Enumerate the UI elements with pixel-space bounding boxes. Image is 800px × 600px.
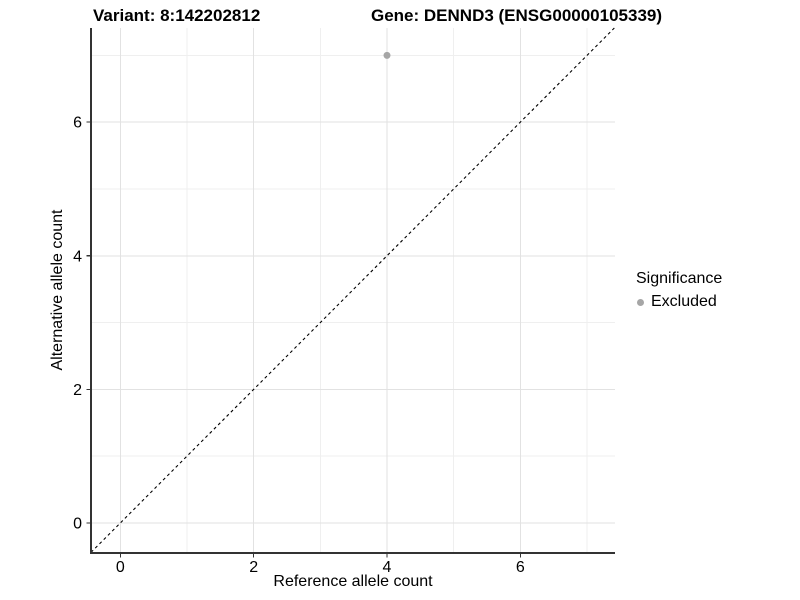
y-axis-title: Alternative allele count — [49, 209, 66, 371]
legend-item-excluded: Excluded — [637, 293, 722, 311]
y-tick-label: 2 — [73, 382, 82, 399]
x-tick-label: 6 — [516, 559, 525, 576]
legend-title: Significance — [636, 270, 723, 287]
identity-line — [90, 27, 615, 553]
legend: Significance Excluded — [636, 270, 722, 312]
y-tick-label: 6 — [73, 115, 82, 132]
x-tick-label: 4 — [383, 559, 392, 576]
legend-dot-excluded — [637, 299, 644, 307]
x-tick-label: 2 — [249, 559, 258, 576]
plot-title-variant: Variant: 8:142202812 — [93, 6, 261, 25]
plot-title-gene: Gene: DENND3 (ENSG00000105339) — [371, 6, 663, 25]
x-tick-label: 0 — [116, 559, 125, 576]
y-tick-label: 0 — [73, 515, 82, 532]
y-tick-label: 4 — [73, 248, 82, 265]
data-point — [383, 51, 391, 59]
x-axis-title: Reference allele count — [273, 573, 433, 590]
legend-label-excluded: Excluded — [651, 293, 717, 311]
